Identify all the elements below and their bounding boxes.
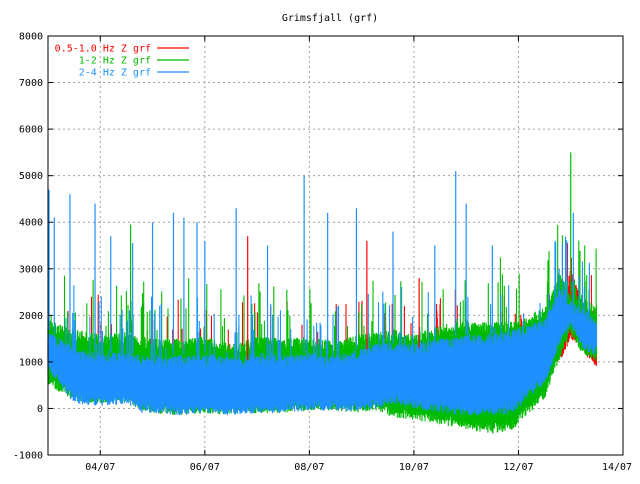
x-tick-label: 06/07 (190, 462, 220, 473)
legend-label: 1-2 Hz Z grf (79, 56, 151, 67)
x-tick-label: 04/07 (85, 462, 115, 473)
series-layer (47, 152, 598, 434)
chart-title: Grimsfjall (grf) (282, 13, 378, 24)
y-tick-label: 2000 (19, 311, 43, 322)
x-tick-label: 08/07 (294, 462, 324, 473)
legend-label: 0.5-1.0 Hz Z grf (55, 44, 151, 55)
y-tick-label: 1000 (19, 357, 43, 368)
x-tick-label: 12/07 (503, 462, 533, 473)
y-tick-label: 0 (37, 404, 43, 415)
y-tick-label: 5000 (19, 171, 43, 182)
y-tick-label: 6000 (19, 125, 43, 136)
x-tick-label: 14/07 (602, 462, 632, 473)
y-tick-label: 4000 (19, 218, 43, 229)
axis-layer: -1000 0 1000 2000 3000 4000 5000 6000 7000 8000 04… (13, 32, 632, 474)
x-tick-label: 10/07 (399, 462, 429, 473)
y-tick-label: 7000 (19, 78, 43, 89)
y-tick-label: 3000 (19, 264, 43, 275)
legend-label: 2-4 Hz Z grf (79, 68, 151, 79)
y-tick-label: -1000 (13, 451, 43, 462)
plot-frame (47, 35, 624, 456)
y-tick-label: 8000 (19, 32, 43, 43)
